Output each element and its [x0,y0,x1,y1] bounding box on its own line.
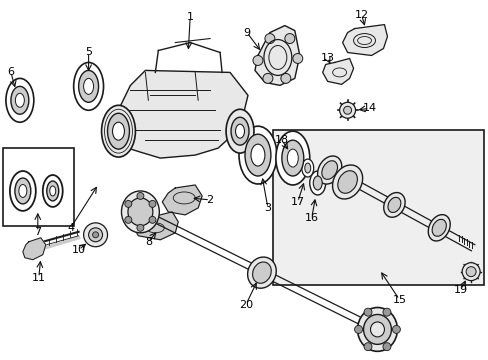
Ellipse shape [250,144,264,166]
Ellipse shape [15,178,31,204]
Circle shape [252,55,263,66]
Polygon shape [322,58,353,84]
Circle shape [280,73,290,84]
Circle shape [124,216,132,223]
Circle shape [149,201,156,207]
Ellipse shape [10,171,36,211]
Ellipse shape [357,307,397,351]
Circle shape [292,54,302,63]
Ellipse shape [239,126,276,184]
Circle shape [149,216,156,223]
Text: 3: 3 [264,203,271,213]
Text: 9: 9 [243,28,250,37]
Ellipse shape [11,86,29,114]
Ellipse shape [304,163,310,173]
Text: 15: 15 [391,294,406,305]
Ellipse shape [230,117,248,145]
Ellipse shape [313,176,322,190]
Ellipse shape [427,215,449,241]
Ellipse shape [321,161,337,179]
Bar [3,148,74,226]
Text: 19: 19 [453,284,468,294]
Ellipse shape [301,159,313,177]
Text: 10: 10 [72,245,85,255]
Ellipse shape [383,193,404,217]
Text: 4: 4 [67,223,74,233]
Ellipse shape [128,198,153,226]
Text: 12: 12 [354,10,368,20]
Circle shape [88,228,102,242]
Text: 8: 8 [144,237,152,247]
Ellipse shape [275,131,309,185]
Circle shape [137,193,143,199]
Circle shape [264,33,274,44]
Circle shape [339,102,355,118]
Ellipse shape [252,262,271,283]
Circle shape [465,267,475,276]
Ellipse shape [102,105,135,157]
Ellipse shape [332,165,362,199]
Ellipse shape [42,175,62,207]
Circle shape [92,232,99,238]
Ellipse shape [50,186,56,196]
Ellipse shape [247,257,276,288]
Polygon shape [162,185,202,215]
Ellipse shape [83,78,93,94]
Circle shape [263,73,272,84]
Ellipse shape [287,149,298,167]
Text: 11: 11 [32,273,46,283]
Ellipse shape [107,113,129,149]
Ellipse shape [281,140,303,176]
Circle shape [382,343,390,351]
Circle shape [363,343,371,351]
Ellipse shape [309,171,325,195]
Ellipse shape [6,78,34,122]
Text: 7: 7 [34,227,41,237]
Ellipse shape [363,315,390,345]
Circle shape [354,325,362,333]
Text: 1: 1 [186,12,193,22]
Ellipse shape [74,62,103,110]
Ellipse shape [387,197,400,212]
Ellipse shape [79,71,99,102]
Polygon shape [342,24,386,55]
Polygon shape [254,26,299,85]
Ellipse shape [47,181,59,201]
Circle shape [392,325,400,333]
Ellipse shape [431,219,446,236]
Polygon shape [108,71,247,158]
Ellipse shape [19,184,27,197]
Text: 6: 6 [7,67,14,77]
Circle shape [363,308,371,316]
Text: 17: 17 [290,197,304,207]
Ellipse shape [112,122,124,140]
Circle shape [382,308,390,316]
Circle shape [461,263,479,280]
Ellipse shape [15,93,24,107]
Ellipse shape [121,191,159,233]
Text: 18: 18 [274,135,288,145]
Ellipse shape [235,124,244,138]
Text: 20: 20 [239,300,252,310]
Ellipse shape [244,134,270,176]
Ellipse shape [225,109,253,153]
Circle shape [137,224,143,231]
Text: 5: 5 [85,48,92,58]
Text: 13: 13 [320,54,334,63]
Circle shape [285,33,294,44]
Bar [272,130,483,285]
Circle shape [83,223,107,247]
Polygon shape [23,238,46,260]
Text: 2: 2 [206,195,213,205]
Circle shape [124,201,132,207]
Polygon shape [132,212,178,240]
Ellipse shape [317,156,341,184]
Ellipse shape [370,322,384,337]
Circle shape [343,106,351,114]
Text: 14: 14 [362,103,376,113]
Text: 16: 16 [304,213,318,223]
Ellipse shape [337,171,357,193]
